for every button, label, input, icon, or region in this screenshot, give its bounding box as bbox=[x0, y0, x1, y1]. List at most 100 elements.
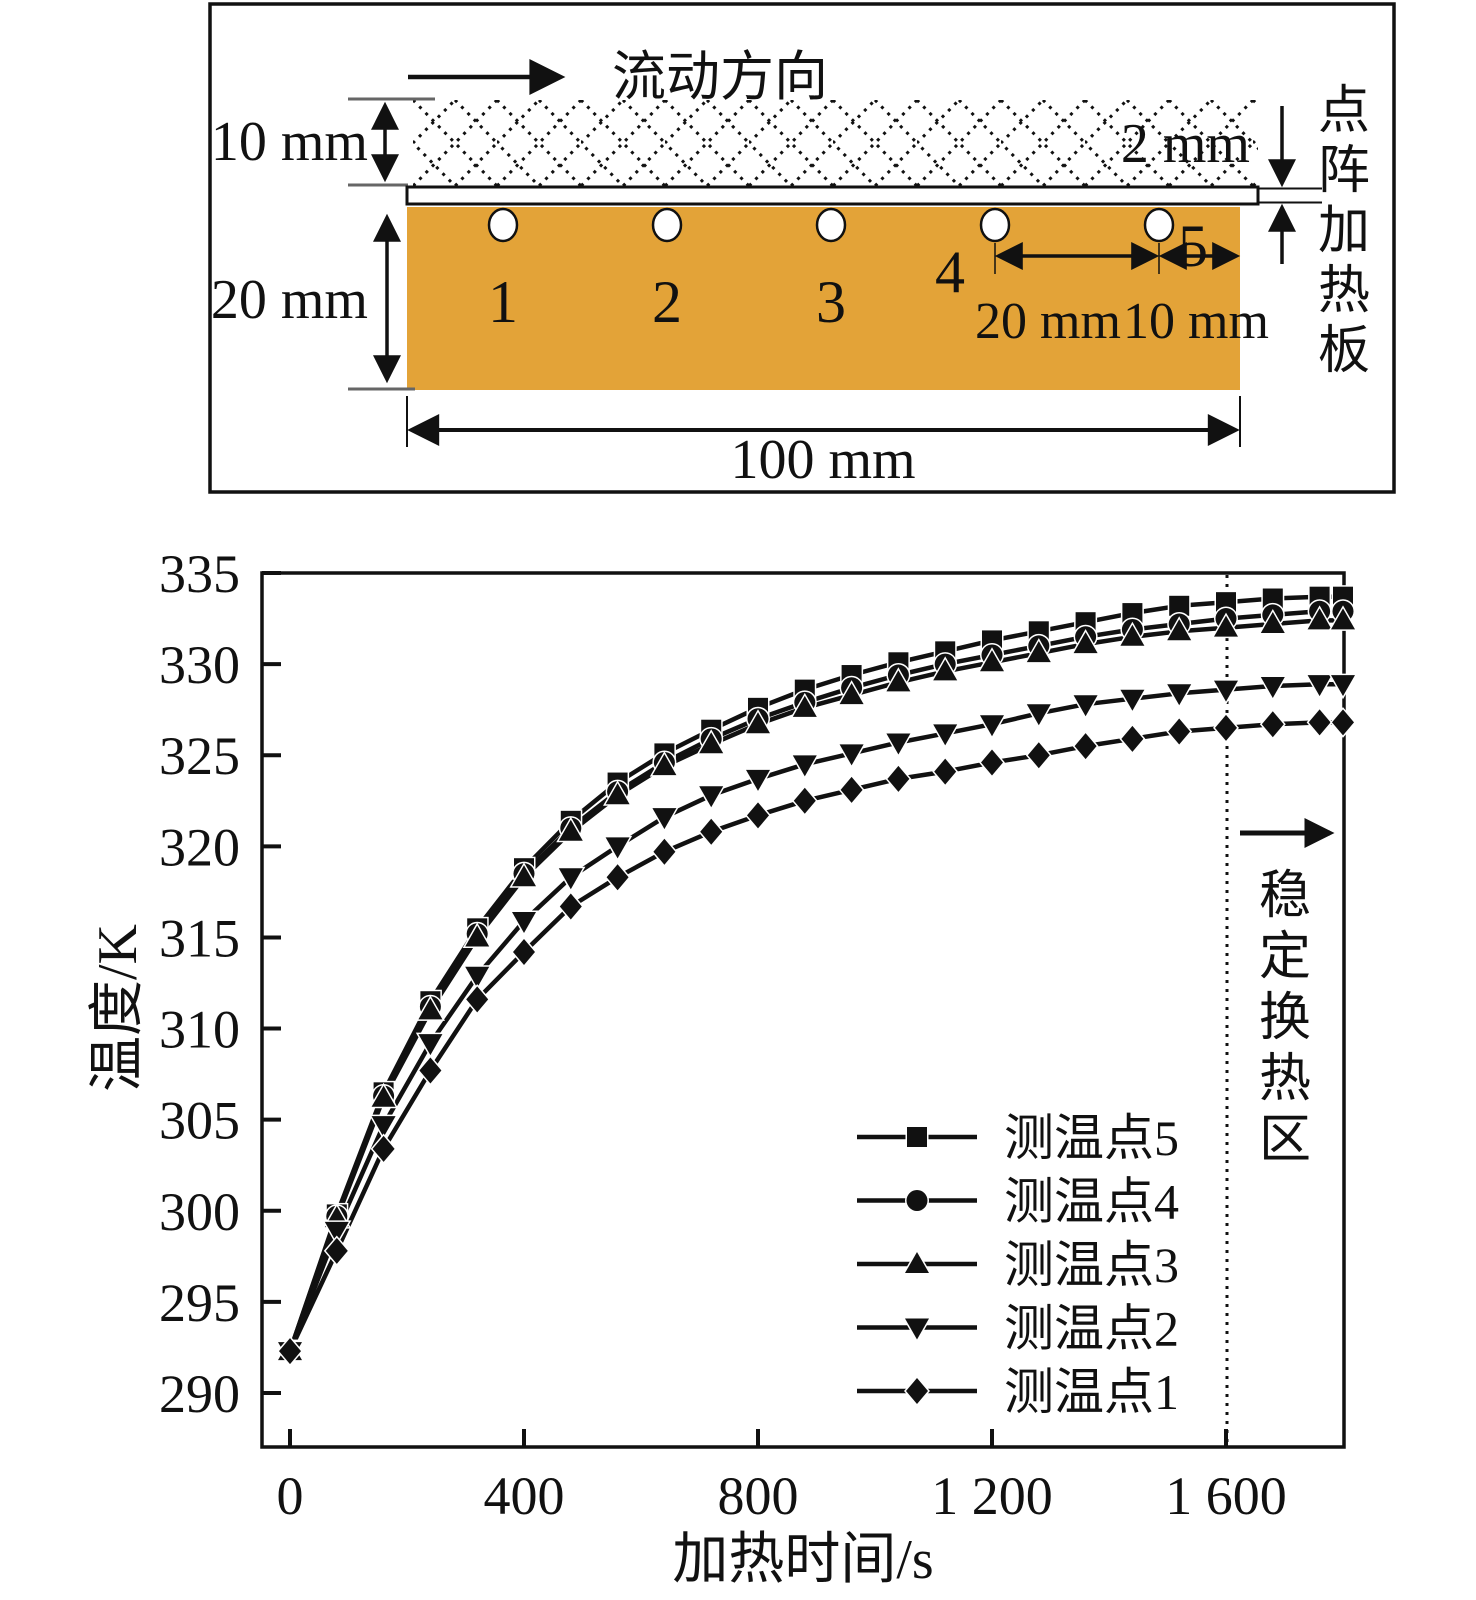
diamond-marker-icon bbox=[1306, 707, 1333, 738]
diamond-marker-icon bbox=[838, 774, 865, 806]
triangle-down-marker-icon bbox=[1117, 688, 1147, 714]
legend-label: 测温点3 bbox=[1004, 1237, 1179, 1293]
triangle-up-marker-icon bbox=[930, 656, 960, 682]
triangle-down-marker-icon bbox=[1305, 673, 1335, 700]
diamond-marker-icon bbox=[1025, 739, 1052, 771]
triangle-down-marker-icon bbox=[1024, 702, 1054, 729]
diamond-marker-icon bbox=[932, 756, 959, 787]
series-line bbox=[287, 720, 1343, 1353]
stable-zone-label: 稳定换热区 bbox=[1258, 868, 1311, 1169]
y-tick-label: 330 bbox=[159, 635, 240, 695]
triangle-up-marker-icon bbox=[556, 816, 586, 843]
measure-point-2 bbox=[651, 207, 683, 243]
y-tick-label: 290 bbox=[159, 1364, 240, 1424]
triangle-down-marker-icon bbox=[556, 866, 586, 893]
measure-point-5 bbox=[1143, 207, 1175, 243]
triangle-up-marker-icon bbox=[415, 995, 445, 1021]
lattice-structure bbox=[413, 100, 1258, 186]
measure-point-4 bbox=[979, 207, 1011, 243]
y-tick-label: 300 bbox=[159, 1182, 240, 1242]
plot-frame bbox=[260, 571, 1346, 1449]
triangle-down-marker-icon bbox=[837, 742, 867, 769]
triangle-up-marker-icon bbox=[1071, 629, 1101, 655]
legend: 测温点5 测温点4 测温点3 测温点2 测温点1 bbox=[857, 1110, 1179, 1420]
diamond-marker-icon bbox=[698, 816, 725, 848]
y-tick-label: 295 bbox=[159, 1273, 240, 1333]
triangle-down-marker-icon bbox=[1211, 679, 1241, 705]
block-length-label: 100 mm bbox=[730, 429, 915, 491]
triangle-down-marker-icon bbox=[1164, 682, 1194, 709]
diamond-marker-icon bbox=[1072, 730, 1099, 762]
block-height-label: 20 mm bbox=[211, 269, 368, 331]
triangle-down-marker-icon bbox=[930, 722, 960, 749]
heater-plate-side-label: 点阵加热板 bbox=[1317, 83, 1370, 380]
triangle-up-marker-icon bbox=[696, 729, 726, 755]
diamond-marker-icon bbox=[1166, 716, 1193, 747]
triangle-down-marker-icon bbox=[1071, 693, 1101, 720]
plate-thickness-label: 2 mm bbox=[1121, 113, 1250, 175]
schematic-border bbox=[208, 2, 1396, 494]
triangle-up-marker-icon bbox=[462, 922, 492, 948]
triangle-up-marker-icon bbox=[1164, 616, 1194, 642]
triangle-up-marker-icon bbox=[1328, 605, 1358, 631]
diamond-marker-icon bbox=[885, 763, 912, 795]
triangle-up-marker-icon bbox=[509, 862, 539, 888]
diamond-marker-icon bbox=[370, 1133, 397, 1165]
series-line bbox=[287, 681, 1343, 1352]
triangle-down-marker-icon bbox=[322, 1220, 352, 1246]
y-axis-title: 温度/K bbox=[87, 924, 149, 1092]
measure-point-1 bbox=[487, 207, 519, 243]
axis-ticks: 0 400 800 1 200 1 600 290 295 300 305 310 315 320 32… bbox=[159, 544, 1287, 1526]
x-tick-label: 0 bbox=[277, 1466, 304, 1526]
diamond-marker-icon bbox=[745, 800, 771, 831]
diamond-marker-icon bbox=[511, 936, 537, 968]
square-marker-icon bbox=[905, 1125, 929, 1149]
triangle-down-marker-icon bbox=[1328, 673, 1358, 700]
lattice-height-label: 10 mm bbox=[211, 111, 368, 173]
diamond-marker-icon bbox=[604, 861, 631, 893]
triangle-up-marker-icon bbox=[369, 1082, 399, 1109]
diamond-marker-icon bbox=[979, 747, 1005, 778]
triangle-down-marker-icon bbox=[1258, 675, 1288, 702]
diamond-marker-icon bbox=[1213, 712, 1239, 744]
y-tick-label: 325 bbox=[159, 726, 240, 786]
triangle-down-marker-icon bbox=[977, 713, 1007, 740]
measure-point-3 bbox=[815, 207, 847, 243]
triangle-up-marker-icon bbox=[883, 667, 913, 693]
series-line bbox=[287, 594, 1343, 1352]
legend-label: 测温点5 bbox=[1004, 1110, 1179, 1166]
diamond-marker-icon bbox=[1330, 707, 1356, 738]
triangle-down-marker-icon bbox=[902, 1317, 932, 1343]
triangle-down-marker-icon bbox=[462, 965, 492, 991]
triangle-up-marker-icon bbox=[790, 692, 820, 719]
triangle-down-marker-icon bbox=[649, 806, 679, 833]
diamond-marker-icon bbox=[1119, 723, 1146, 755]
triangle-down-marker-icon bbox=[696, 784, 726, 811]
diamond-marker-icon bbox=[557, 891, 584, 922]
triangle-up-marker-icon bbox=[1258, 608, 1288, 635]
diamond-marker-icon bbox=[464, 984, 491, 1015]
data-curves bbox=[275, 585, 1358, 1367]
triangle-down-marker-icon bbox=[509, 910, 539, 937]
triangle-up-marker-icon bbox=[977, 647, 1007, 673]
point-label-5: 5 bbox=[1178, 213, 1208, 279]
point-label-1: 1 bbox=[488, 269, 518, 335]
legend-label: 测温点4 bbox=[1004, 1174, 1179, 1230]
triangle-up-marker-icon bbox=[649, 751, 679, 777]
schematic-panel: 流动方向 10 mm 2 mm 1 bbox=[208, 2, 1396, 494]
circle-marker-icon bbox=[905, 1188, 929, 1213]
y-tick-label: 310 bbox=[159, 1000, 240, 1060]
triangle-up-marker-icon bbox=[743, 709, 773, 735]
diamond-marker-icon bbox=[277, 1335, 303, 1367]
point-label-3: 3 bbox=[816, 269, 846, 335]
triangle-down-marker-icon bbox=[415, 1032, 445, 1059]
y-tick-label: 315 bbox=[159, 908, 240, 968]
edge-offset-label: 10 mm bbox=[1123, 293, 1269, 350]
triangle-up-marker-icon bbox=[1117, 621, 1147, 648]
triangle-down-marker-icon bbox=[883, 731, 913, 758]
triangle-up-marker-icon bbox=[902, 1248, 932, 1275]
flow-direction-label: 流动方向 bbox=[612, 47, 828, 107]
heater-plate bbox=[405, 185, 1260, 206]
